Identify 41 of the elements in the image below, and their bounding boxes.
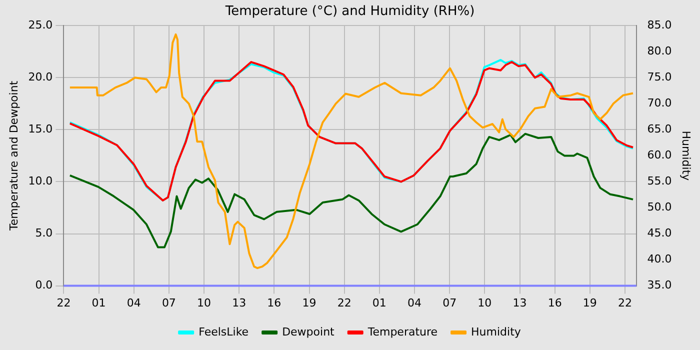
y-tick-label: 25.0 <box>28 18 53 32</box>
x-tick-label: 19 <box>582 296 597 310</box>
y-axis-title: Temperature and Dewpoint <box>7 80 20 232</box>
legend-label: Temperature <box>366 325 438 338</box>
x-tick-label: 22 <box>337 296 352 310</box>
y2-tick-label: 80.0 <box>647 44 672 58</box>
y2-tick-label: 85.0 <box>647 18 672 32</box>
chart-title: Temperature (°C) and Humidity (RH%) <box>224 4 475 20</box>
y2-tick-label: 50.0 <box>647 200 672 214</box>
x-tick-label: 07 <box>442 296 457 310</box>
x-tick-label: 10 <box>478 296 492 310</box>
x-tick-label: 01 <box>372 296 386 310</box>
y2-tick-label: 70.0 <box>647 96 672 110</box>
x-tick-label: 22 <box>618 296 632 310</box>
y-tick-label: 0.0 <box>35 278 53 292</box>
x-tick-label: 22 <box>56 296 71 310</box>
x-tick-label: 16 <box>267 296 282 310</box>
x-tick-label: 04 <box>126 296 141 310</box>
x-tick-label: 13 <box>232 296 246 310</box>
y2-tick-label: 60.0 <box>647 148 672 162</box>
y-tick-label: 5.0 <box>35 226 53 240</box>
x-tick-label: 13 <box>512 296 527 310</box>
x-tick-label: 19 <box>302 296 316 310</box>
y-tick-label: 20.0 <box>28 70 53 84</box>
y-tick-label: 15.0 <box>28 122 53 136</box>
x-tick-label: 04 <box>408 296 422 310</box>
legend-label: FeelsLike <box>198 325 249 338</box>
x-tick-label: 10 <box>197 296 212 310</box>
x-tick-label: 16 <box>548 296 562 310</box>
y2-tick-label: 45.0 <box>647 226 672 240</box>
y2-tick-label: 55.0 <box>647 174 672 188</box>
y2-axis-title: Humidity <box>680 130 693 182</box>
legend-label: Dewpoint <box>282 325 336 338</box>
y2-tick-label: 40.0 <box>647 252 672 266</box>
x-tick-label: 07 <box>162 296 176 310</box>
y2-tick-label: 35.0 <box>647 278 672 292</box>
y2-tick-label: 75.0 <box>647 70 672 84</box>
y2-tick-label: 65.0 <box>647 122 672 136</box>
x-tick-label: 01 <box>92 296 106 310</box>
legend-label: Humidity <box>471 325 522 338</box>
y-tick-label: 10.0 <box>28 174 53 188</box>
